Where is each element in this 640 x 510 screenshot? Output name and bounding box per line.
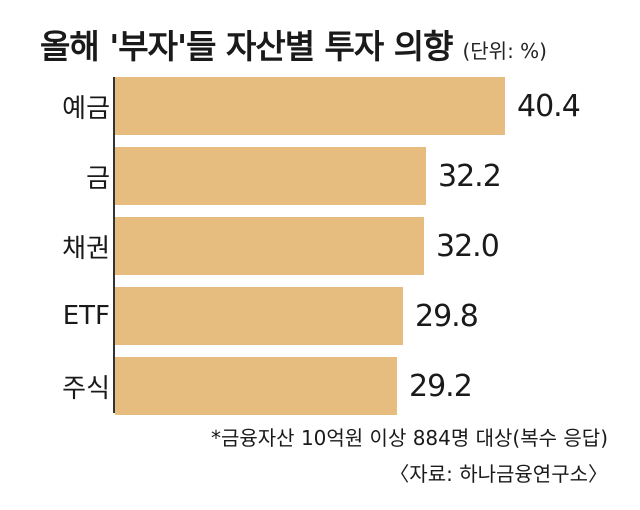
plot-area: 예금 40.4 금 32.2 채권 32.0 ETF 29.8 주식 29.2	[0, 70, 640, 415]
category-label: 채권	[62, 233, 110, 264]
bar-row: 금 32.2	[0, 147, 640, 205]
source-note: 〈자료: 하나금융연구소〉	[389, 462, 608, 486]
title-row: 올해 '부자'들 자산별 투자 의향 (단위: %)	[40, 20, 620, 70]
value-label: 29.2	[409, 368, 473, 404]
bar-row: ETF 29.8	[0, 287, 640, 345]
sample-note: *금융자산 10억원 이상 884명 대상(복수 응답)	[210, 426, 608, 450]
chart-title: 올해 '부자'들 자산별 투자 의향	[40, 27, 453, 66]
category-label: 예금	[62, 93, 110, 124]
category-label: 주식	[62, 373, 110, 404]
bar	[115, 217, 424, 275]
bar	[115, 147, 426, 205]
value-label: 40.4	[517, 88, 581, 124]
value-label: 29.8	[415, 298, 479, 334]
bar	[115, 77, 505, 135]
category-axis-line	[113, 77, 115, 413]
bar-row: 채권 32.0	[0, 217, 640, 275]
category-label: 금	[86, 163, 110, 194]
category-label: ETF	[62, 301, 110, 331]
value-label: 32.2	[438, 158, 502, 194]
footnote: *금융자산 10억원 이상 884명 대상(복수 응답) 〈자료: 하나금융연구…	[211, 420, 608, 492]
bar	[115, 287, 403, 345]
bar-row: 예금 40.4	[0, 77, 640, 135]
value-label: 32.0	[436, 228, 500, 264]
unit-note: (단위: %)	[462, 39, 547, 63]
bar-row: 주식 29.2	[0, 357, 640, 415]
bar	[115, 357, 397, 415]
